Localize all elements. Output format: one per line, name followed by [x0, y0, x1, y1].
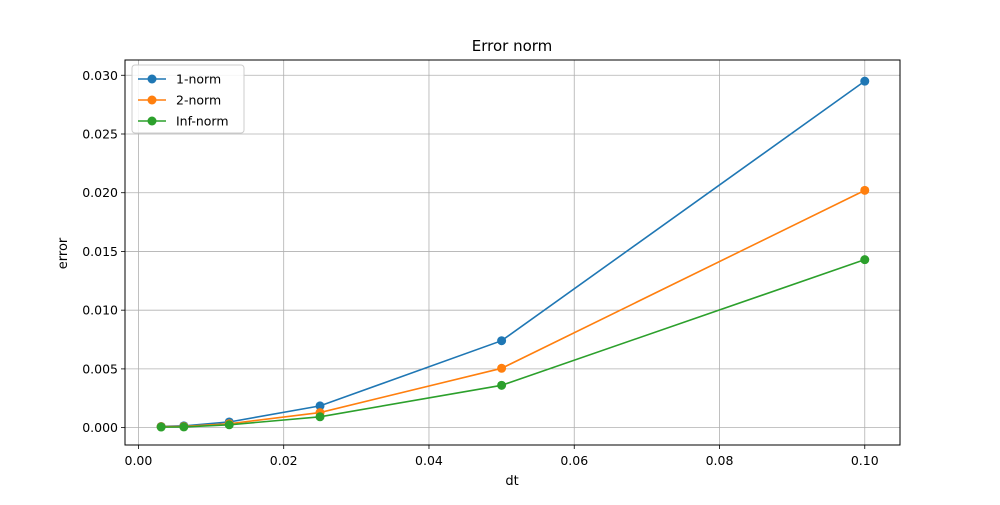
series-group: [156, 76, 870, 432]
y-tick-label: 0.005: [82, 361, 118, 376]
data-point-inf-norm: [179, 422, 189, 432]
series-line-inf-norm: [161, 258, 866, 428]
data-point-1-norm: [315, 401, 325, 411]
data-point-2-norm: [860, 185, 870, 195]
data-point-inf-norm: [315, 412, 325, 422]
legend-marker-1-norm: [147, 74, 157, 84]
legend-box: [131, 64, 245, 134]
x-tick-label: 0.04: [415, 453, 443, 468]
legend-marker-inf-norm: [147, 116, 157, 126]
axis-ticks: 0.00 0.02 0.04 0.06 0.08 0.10 0.000 0.005 0.010 0…: [82, 68, 879, 468]
data-point-inf-norm: [156, 422, 166, 432]
x-tick-label: 0.08: [706, 453, 734, 468]
y-tick-label: 0.025: [82, 126, 118, 141]
y-tick-label: 0.015: [82, 244, 118, 259]
data-point-inf-norm: [860, 255, 870, 265]
y-axis-label: error: [56, 237, 71, 269]
legend: 1-norm 2-norm Inf-norm: [131, 64, 245, 134]
y-tick-label: 0.010: [82, 303, 118, 318]
y-tick-label: 0.000: [82, 420, 118, 435]
x-tick-label: 0.10: [851, 453, 879, 468]
chart-title: Error norm: [472, 37, 553, 55]
legend-label-2-norm: 2-norm: [176, 93, 221, 108]
legend-label-1-norm: 1-norm: [176, 72, 221, 87]
x-tick-label: 0.06: [560, 453, 588, 468]
grid: [125, 60, 900, 445]
series-line-1-norm: [161, 80, 866, 428]
data-point-2-norm: [497, 363, 507, 373]
legend-label-inf-norm: Inf-norm: [176, 114, 229, 129]
y-tick-label: 0.020: [82, 185, 118, 200]
x-axis-label: dt: [505, 474, 518, 489]
data-point-inf-norm: [497, 380, 507, 390]
data-point-1-norm: [497, 336, 507, 346]
x-tick-label: 0.02: [270, 453, 298, 468]
legend-marker-2-norm: [147, 95, 157, 105]
plot-frame: [124, 59, 901, 446]
data-point-1-norm: [860, 76, 870, 86]
x-tick-label: 0.00: [125, 453, 153, 468]
data-point-inf-norm: [224, 420, 234, 430]
y-tick-label: 0.030: [82, 68, 118, 83]
series-line-2-norm: [161, 189, 866, 428]
